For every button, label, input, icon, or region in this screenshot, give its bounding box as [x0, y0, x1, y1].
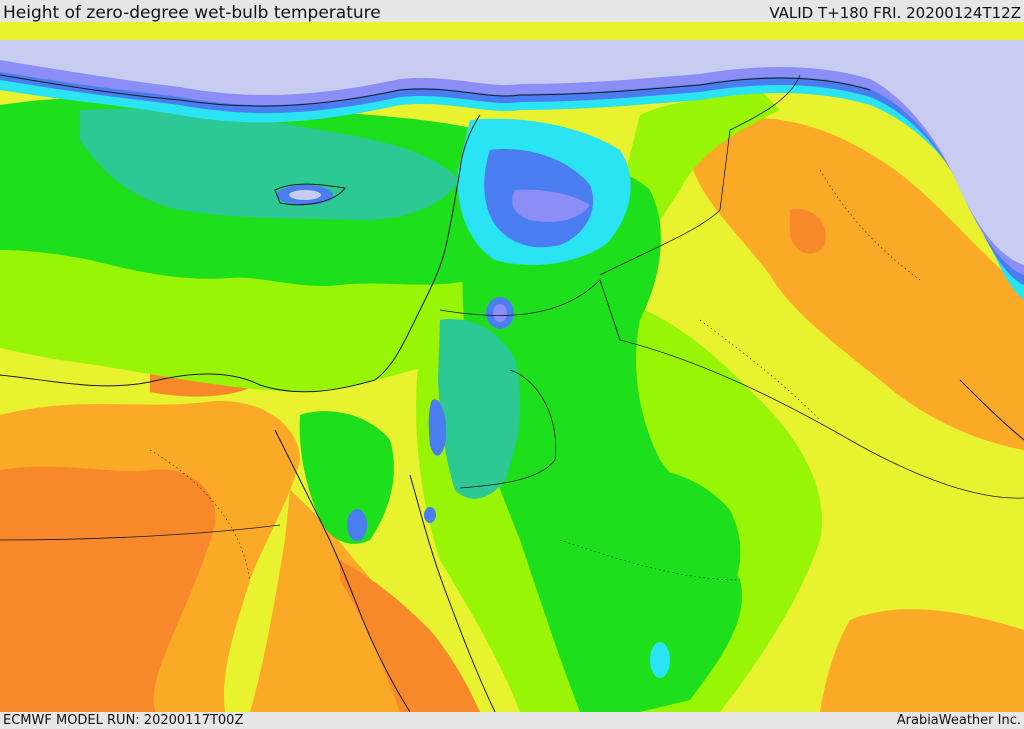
violet-spot-cyprus — [289, 190, 321, 200]
valid-time-label: VALID T+180 FRI. 20200124T12Z — [769, 4, 1021, 22]
orange-region-southeast — [820, 609, 1024, 712]
violet-spot-jordan — [493, 304, 507, 322]
footer-bar: ECMWF MODEL RUN: 20200117T00Z ArabiaWeat… — [0, 712, 1024, 729]
teal-region-mediterranean — [80, 108, 460, 220]
credit-label: ArabiaWeather Inc. — [896, 713, 1021, 728]
orange-dark-iraq-patch — [790, 209, 826, 254]
violet-region-levant — [512, 189, 590, 222]
coastline-red-sea-east — [409, 474, 496, 712]
blue-streak-dead-sea — [428, 399, 447, 456]
violet-fringe-north — [0, 40, 1024, 275]
orange-dark-region-southwest — [0, 466, 216, 712]
map-title: Height of zero-degree wet-bulb temperatu… — [3, 3, 381, 23]
border-saudi-jordan-iraq — [439, 279, 1024, 499]
blue-spot-aqaba — [424, 507, 436, 523]
coastline-cyprus — [274, 183, 346, 206]
header-bar: Height of zero-degree wet-bulb temperatu… — [0, 0, 1024, 22]
orange-dark-redsea — [340, 560, 480, 712]
borders — [0, 74, 1024, 541]
green-region-sinai — [299, 411, 394, 544]
internal-borders — [149, 169, 921, 581]
weather-map — [0, 20, 1024, 712]
coastlines — [0, 74, 1024, 712]
blue-spot-sinai — [347, 509, 367, 541]
coastline-turkey — [0, 74, 871, 107]
green-region-saudi-south — [600, 466, 741, 637]
cyan-spot-saudi — [650, 642, 670, 678]
coastline-gulf — [959, 379, 1024, 441]
coastline-red-sea-west — [274, 429, 411, 712]
model-run-label: ECMWF MODEL RUN: 20200117T00Z — [3, 713, 244, 728]
border-jordan-saudi-south — [459, 369, 557, 489]
teal-region-jordan-valley — [438, 319, 521, 499]
coastline-north-africa — [0, 114, 481, 393]
border-egypt-sudan — [0, 524, 281, 541]
pale-lavender-north — [0, 40, 1024, 265]
border-syria-iraq — [599, 74, 801, 276]
orange-region-northeast — [690, 117, 1024, 451]
